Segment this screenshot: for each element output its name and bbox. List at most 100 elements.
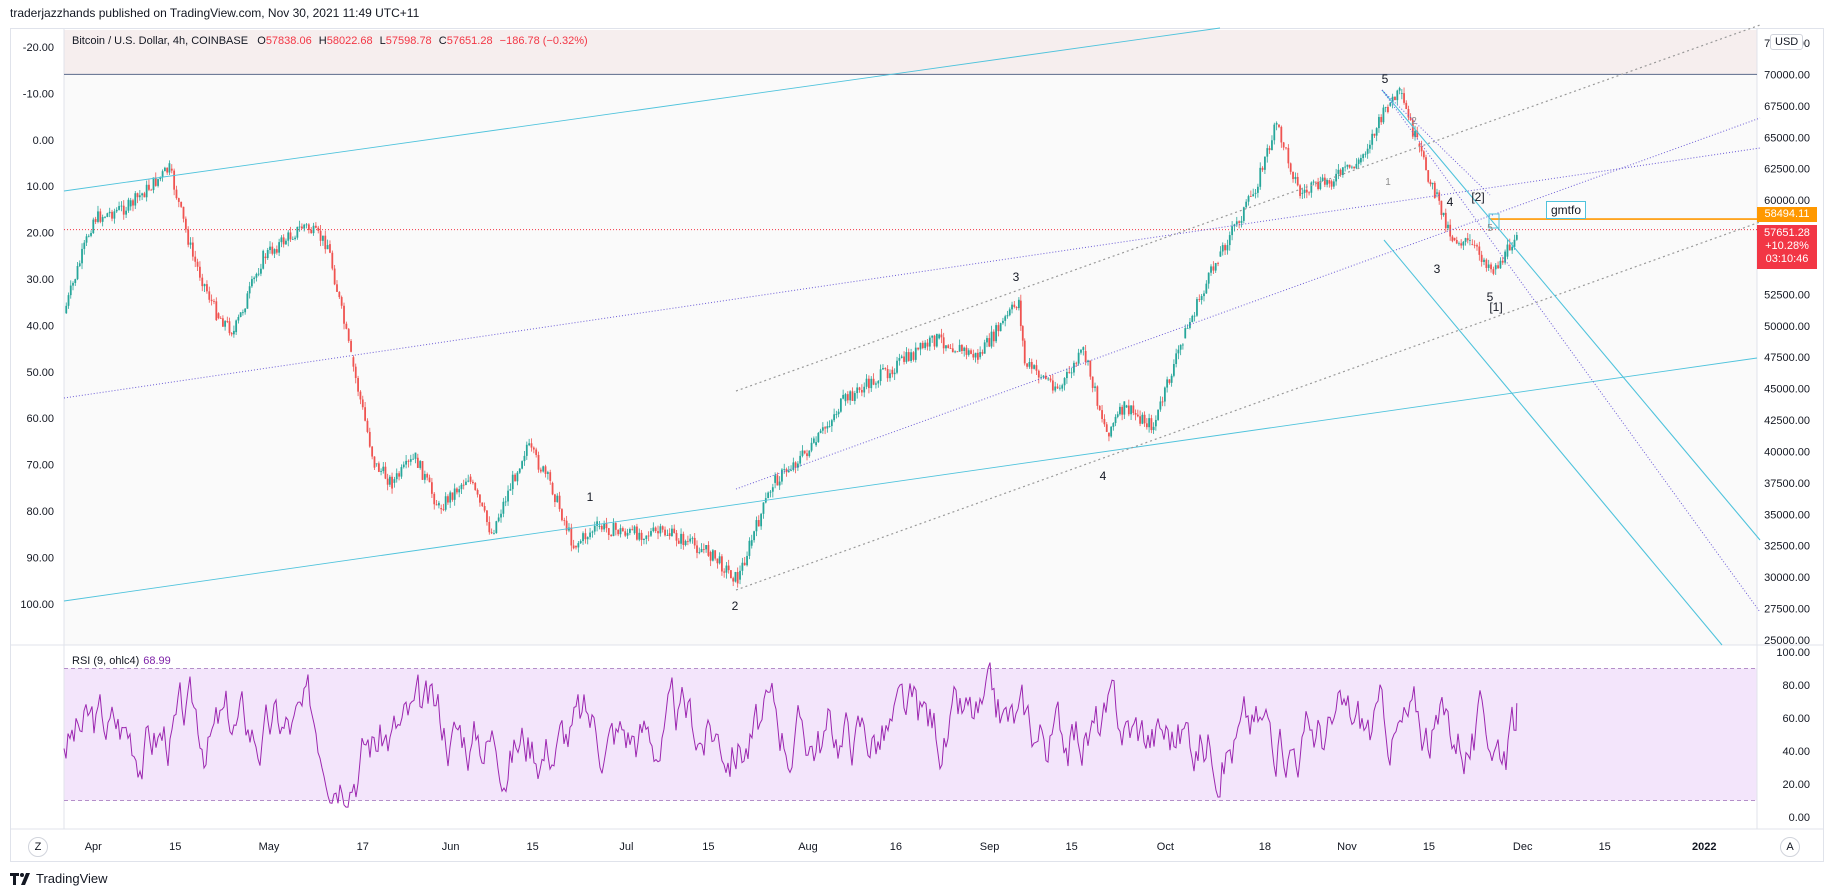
candle-body: [1398, 88, 1401, 91]
right-axis-tick: 27500.00: [1764, 604, 1810, 616]
candle-body: [81, 248, 83, 264]
candle-body: [1501, 260, 1504, 263]
wave-label: [2]: [1471, 190, 1484, 204]
candle-body: [796, 463, 799, 468]
right-axis-tick: 65000.00: [1764, 132, 1810, 144]
left-axis-tick: 50.00: [26, 367, 54, 379]
candle-body: [305, 224, 308, 226]
candle-body: [858, 387, 861, 390]
candle-body: [407, 460, 410, 462]
candle-body: [1471, 244, 1474, 245]
candle-body: [903, 356, 905, 362]
candle-body: [1378, 117, 1380, 129]
candle-body: [853, 393, 856, 401]
candle-body: [1455, 240, 1458, 244]
candle-body: [833, 414, 836, 421]
candle-body: [289, 232, 292, 240]
timezone-button[interactable]: Z: [28, 837, 48, 857]
candle-body: [1228, 235, 1231, 246]
candle-body: [1061, 385, 1064, 389]
candle-body: [643, 538, 645, 541]
candle-body: [150, 189, 153, 191]
candle-body: [1159, 401, 1162, 410]
candle-body: [1141, 414, 1144, 424]
candle-body: [199, 266, 201, 278]
candle-body: [612, 523, 615, 537]
candle-body: [546, 472, 549, 474]
candle-body: [257, 273, 260, 275]
candle-body: [1259, 167, 1262, 187]
candle-body: [1375, 128, 1378, 136]
candle-body: [664, 529, 666, 536]
candle-body: [617, 529, 620, 535]
right-price-axis: 72500.0070000.0067500.0065000.0062500.00…: [1764, 38, 1810, 647]
candle-body: [237, 316, 240, 321]
candle-body: [1166, 379, 1169, 388]
candle-body: [1103, 418, 1106, 425]
candle-body: [727, 565, 730, 571]
candle-body: [449, 492, 452, 503]
right-axis-tick: 32500.00: [1764, 541, 1810, 553]
candle-body: [1256, 186, 1259, 193]
wave-label: 4: [1100, 469, 1107, 483]
candle-body: [462, 484, 465, 486]
candle-body: [106, 213, 109, 217]
candle-body: [1506, 244, 1509, 257]
candle-body: [554, 494, 556, 503]
candle-body: [1303, 189, 1306, 193]
candle-body: [287, 232, 290, 241]
candle-body: [577, 543, 580, 548]
currency-button[interactable]: USD: [1770, 34, 1804, 50]
candle-body: [839, 398, 842, 412]
candle-body: [563, 520, 566, 522]
high-value: 58022.68: [326, 35, 373, 47]
time-axis-tick: 15: [1599, 841, 1611, 853]
candle-body: [1015, 306, 1018, 309]
candle-body: [938, 334, 941, 339]
candle-body: [382, 466, 385, 472]
candle-body: [776, 475, 779, 486]
candle-body: [1436, 192, 1438, 194]
candle-body: [757, 520, 760, 527]
candle-body: [280, 237, 283, 243]
candle-body: [556, 495, 559, 503]
candle-body: [326, 245, 329, 250]
time-axis-tick: 17: [357, 841, 369, 853]
candle-body: [210, 299, 213, 302]
candle-body: [136, 193, 139, 198]
candle-body: [596, 521, 598, 526]
candle-body: [1030, 361, 1033, 369]
candle-body: [85, 236, 88, 243]
candle-body: [716, 558, 719, 564]
candle-body: [246, 293, 249, 309]
candle-body: [1152, 426, 1155, 431]
candle-body: [412, 458, 415, 460]
candle-body: [949, 348, 952, 349]
right-axis-tick: 42500.00: [1764, 415, 1810, 427]
candle-body: [134, 193, 137, 206]
gmtfo-annotation[interactable]: gmtfo: [1546, 201, 1587, 219]
auto-scale-button[interactable]: A: [1780, 837, 1800, 857]
candle-body: [584, 533, 587, 540]
candle-body: [1511, 246, 1514, 251]
candle-body: [398, 473, 400, 477]
median-trendline: [63, 147, 1761, 399]
candle-body: [264, 256, 267, 259]
candle-body: [1335, 173, 1338, 182]
candle-body: [1127, 405, 1130, 415]
candle-body: [511, 474, 514, 490]
candle-body: [458, 489, 461, 493]
candle-body: [1121, 406, 1124, 415]
candle-body: [1418, 143, 1421, 147]
candle-body: [671, 528, 673, 537]
candle-body: [87, 235, 90, 237]
candles: [65, 86, 1518, 588]
candle-body: [338, 291, 341, 298]
candle-body: [1409, 117, 1412, 121]
candle-body: [303, 224, 306, 229]
left-axis-tick: -10.00: [23, 88, 54, 100]
candle-body: [215, 301, 218, 321]
candle-body: [1075, 362, 1078, 364]
candle-body: [361, 399, 364, 408]
